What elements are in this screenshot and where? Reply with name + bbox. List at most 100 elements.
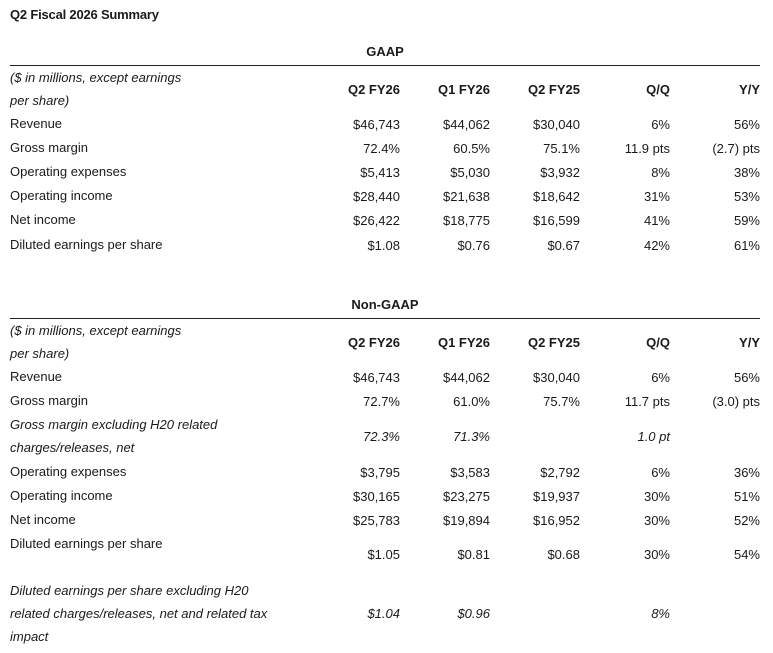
cell: 72.7% [363, 393, 400, 409]
cell: 11.9 pts [624, 140, 670, 156]
cell: 8% [651, 164, 670, 180]
col-header: Q/Q [646, 334, 670, 350]
table-row: Operating income $30,165 $23,275 $19,937… [10, 484, 760, 508]
non-gaap-title: Non-GAAP [351, 297, 419, 312]
units-label: ($ in millions, except earnings per share… [10, 70, 182, 108]
table-row: Diluted earnings per share excluding H20… [10, 579, 760, 648]
cell: $0.68 [547, 547, 580, 562]
cell: 36% [733, 464, 760, 480]
cell: $30,040 [533, 116, 580, 132]
row-label: Gross margin [10, 140, 89, 155]
cell: $25,783 [353, 512, 400, 528]
row-label: Net income [10, 212, 76, 227]
cell: (2.7) pts [712, 140, 760, 156]
row-label: Gross margin [10, 393, 89, 408]
cell: 30% [643, 488, 670, 504]
cell [670, 413, 760, 460]
cell: $3,583 [450, 464, 490, 480]
cell: 30% [643, 512, 670, 528]
table-row: Operating expenses $5,413 $5,030 $3,932 … [10, 160, 760, 184]
row-label: Revenue [10, 369, 63, 384]
col-header: Y/Y [739, 334, 760, 350]
col-header: Y/Y [739, 81, 760, 97]
row-label: Operating expenses [10, 464, 127, 479]
cell: 71.3% [453, 429, 490, 444]
table-row: Diluted earnings per share $1.05 $0.81 $… [10, 532, 760, 567]
header-row: ($ in millions, except earnings per share… [10, 66, 760, 112]
cell [670, 579, 760, 648]
cell: $16,952 [533, 512, 580, 528]
col-header: Q1 FY26 [437, 334, 490, 350]
gaap-title: GAAP [366, 44, 404, 59]
cell: 31% [643, 188, 670, 204]
cell: $0.96 [457, 606, 490, 621]
cell: $3,795 [360, 464, 400, 480]
cell: 6% [651, 369, 670, 385]
cell: $44,062 [443, 116, 490, 132]
table-row: Gross margin excluding H20 related charge… [10, 413, 760, 460]
table-row: Diluted earnings per share $1.08 $0.76 $… [10, 233, 760, 257]
row-label: Gross margin excluding H20 related charge… [10, 417, 218, 455]
cell: 42% [643, 237, 670, 253]
cell: (3.0) pts [712, 393, 760, 409]
cell: $28,440 [353, 188, 400, 204]
header-row: ($ in millions, except earnings per share… [10, 319, 760, 365]
cell: $1.05 [367, 547, 400, 562]
cell: $1.08 [367, 237, 400, 253]
cell: $1.04 [367, 606, 400, 621]
cell: 1.0 pt [637, 429, 670, 444]
cell: $44,062 [443, 369, 490, 385]
cell: 6% [651, 464, 670, 480]
table-row: Gross margin 72.7% 61.0% 75.7% 11.7 pts … [10, 389, 760, 413]
cell: 11.7 pts [624, 393, 670, 409]
cell: 60.5% [453, 140, 490, 156]
cell: 75.1% [543, 140, 580, 156]
col-header: Q2 FY26 [347, 334, 400, 350]
table-row: Net income $25,783 $19,894 $16,952 30% 5… [10, 508, 760, 532]
cell: 56% [733, 369, 760, 385]
cell: 51% [733, 488, 760, 504]
cell: $5,413 [360, 164, 400, 180]
cell: 56% [733, 116, 760, 132]
table-row: Revenue $46,743 $44,062 $30,040 6% 56% [10, 112, 760, 136]
cell: 30% [643, 547, 670, 562]
table-row: Net income $26,422 $18,775 $16,599 41% 5… [10, 208, 760, 232]
cell: $3,932 [540, 164, 580, 180]
table-row: Operating expenses $3,795 $3,583 $2,792 … [10, 460, 760, 484]
col-header: Q/Q [646, 81, 670, 97]
units-label: ($ in millions, except earnings per share… [10, 323, 182, 361]
cell: $21,638 [443, 188, 490, 204]
cell: 41% [643, 212, 670, 228]
cell: $30,040 [533, 369, 580, 385]
col-header: Q2 FY25 [527, 334, 580, 350]
row-label: Diluted earnings per share [10, 237, 163, 252]
divider [10, 318, 760, 319]
cell: 61% [733, 237, 760, 253]
col-header: Q2 FY26 [347, 81, 400, 97]
cell: $26,422 [353, 212, 400, 228]
row-label: Net income [10, 512, 76, 527]
row-label: Operating expenses [10, 164, 127, 179]
cell: $30,165 [353, 488, 400, 504]
table-row: Gross margin 72.4% 60.5% 75.1% 11.9 pts … [10, 136, 760, 160]
cell [490, 413, 580, 460]
cell: 38% [733, 164, 760, 180]
cell: 59% [733, 212, 760, 228]
col-header: Q1 FY26 [437, 81, 490, 97]
row-label: Operating income [10, 188, 113, 203]
page-title: Q2 Fiscal 2026 Summary [10, 7, 159, 22]
row-label: Operating income [10, 488, 113, 503]
cell: 61.0% [453, 393, 490, 409]
cell: $23,275 [443, 488, 490, 504]
divider [10, 65, 760, 66]
table-row: Operating income $28,440 $21,638 $18,642… [10, 184, 760, 208]
row-label: Diluted earnings per share [10, 536, 163, 551]
cell: $18,642 [533, 188, 580, 204]
cell: 6% [651, 116, 670, 132]
cell: $16,599 [533, 212, 580, 228]
cell: 52% [733, 512, 760, 528]
cell: $2,792 [540, 464, 580, 480]
cell: 53% [733, 188, 760, 204]
row-label: Revenue [10, 116, 63, 131]
cell: $19,894 [443, 512, 490, 528]
